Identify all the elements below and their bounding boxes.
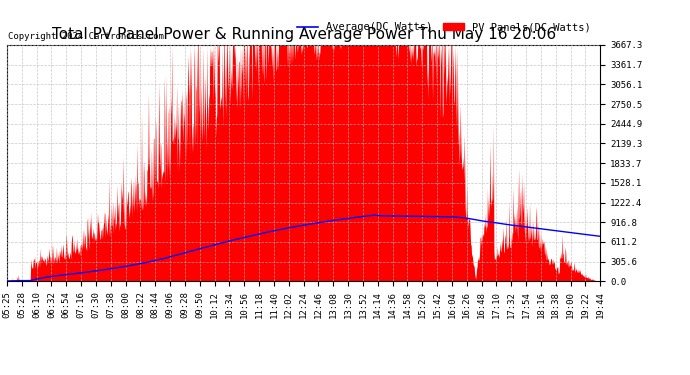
Title: Total PV Panel Power & Running Average Power Thu May 16 20:06: Total PV Panel Power & Running Average P… xyxy=(52,27,555,42)
Legend: Average(DC Watts), PV Panels(DC Watts): Average(DC Watts), PV Panels(DC Watts) xyxy=(293,18,595,37)
Text: Copyright 2024 Cartronics.com: Copyright 2024 Cartronics.com xyxy=(8,32,164,41)
